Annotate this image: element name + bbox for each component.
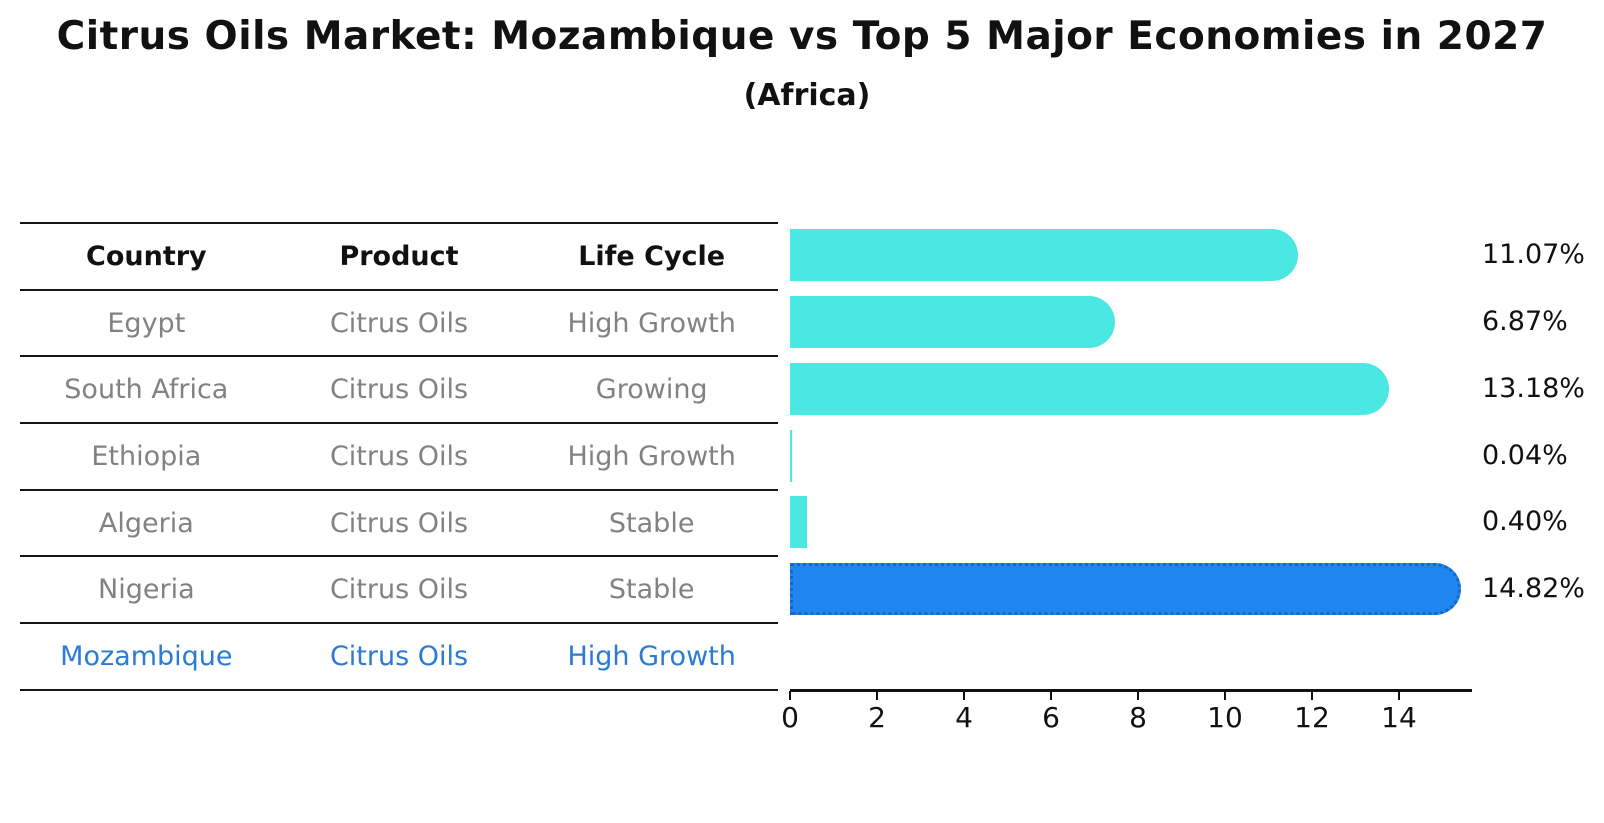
lifecycle-cell: Stable xyxy=(608,507,695,539)
value-label: 13.18% xyxy=(1482,372,1585,404)
lifecycle-cell: Growing xyxy=(595,374,708,406)
x-tick-mark xyxy=(875,691,879,700)
product-cell: Citrus Oils xyxy=(329,507,469,539)
product-cell: Citrus Oils xyxy=(329,574,469,606)
table-header-row: Country Product Life Cycle xyxy=(20,224,778,291)
table-row: Nigeria Citrus Oils Stable xyxy=(20,557,778,625)
x-tick-mark xyxy=(1136,691,1140,700)
comparison-table: Country Product Life Cycle Egypt Citrus … xyxy=(20,222,778,691)
country-cell: Algeria xyxy=(98,507,194,539)
x-tick-label: 10 xyxy=(1207,701,1243,734)
x-tick-label: 6 xyxy=(1042,701,1060,734)
bar-mozambique xyxy=(790,563,1461,615)
value-label: 0.40% xyxy=(1482,506,1568,538)
x-tick-mark xyxy=(1397,691,1401,700)
x-tick-label: 2 xyxy=(868,701,886,734)
table-row: Egypt Citrus Oils High Growth xyxy=(20,291,778,358)
country-cell: Mozambique xyxy=(60,640,233,672)
product-cell: Citrus Oils xyxy=(329,640,469,672)
x-tick-label: 12 xyxy=(1294,701,1330,734)
x-tick-mark xyxy=(1223,691,1227,700)
x-tick-label: 0 xyxy=(781,701,799,734)
lifecycle-cell: High Growth xyxy=(567,640,736,672)
lifecycle-cell: High Growth xyxy=(567,440,736,472)
x-tick-label: 4 xyxy=(955,701,973,734)
lifecycle-cell: Stable xyxy=(608,574,695,606)
country-cell: Nigeria xyxy=(98,574,195,606)
chart-subtitle: (Africa) xyxy=(743,78,871,113)
table-row: Ethiopia Citrus Oils High Growth xyxy=(20,424,778,491)
product-cell: Citrus Oils xyxy=(329,374,469,406)
value-label: 14.82% xyxy=(1482,573,1585,604)
bar-nigeria xyxy=(790,496,808,549)
country-cell: South Africa xyxy=(64,374,229,406)
value-label: 0.04% xyxy=(1482,439,1568,471)
x-tick-mark xyxy=(962,691,966,700)
lifecycle-cell: Life Cycle xyxy=(578,240,726,272)
table-row: Algeria Citrus Oils Stable xyxy=(20,491,778,558)
product-cell: Citrus Oils xyxy=(329,440,469,472)
table-row: Mozambique Citrus Oils High Growth xyxy=(20,624,778,691)
x-tick-mark xyxy=(788,691,792,700)
bar-south-africa xyxy=(790,296,1115,349)
country-cell: Ethiopia xyxy=(91,440,202,472)
lifecycle-cell: High Growth xyxy=(567,307,736,339)
x-tick-mark xyxy=(1049,691,1053,700)
bar-algeria xyxy=(790,429,792,482)
x-tick-label: 8 xyxy=(1129,701,1147,734)
value-label: 11.07% xyxy=(1482,239,1585,271)
product-cell: Citrus Oils xyxy=(329,307,469,339)
bar-egypt xyxy=(790,229,1298,282)
chart-title: Citrus Oils Market: Mozambique vs Top 5 … xyxy=(56,14,1548,59)
bar-ethiopia xyxy=(790,362,1390,415)
product-cell: Product xyxy=(339,240,459,272)
country-cell: Egypt xyxy=(107,307,186,339)
country-cell: Country xyxy=(86,240,207,272)
table-row: South Africa Citrus Oils Growing xyxy=(20,357,778,425)
x-tick-mark xyxy=(1310,691,1314,700)
x-tick-label: 14 xyxy=(1381,701,1417,734)
x-axis xyxy=(790,689,1472,692)
value-label: 6.87% xyxy=(1482,306,1568,338)
